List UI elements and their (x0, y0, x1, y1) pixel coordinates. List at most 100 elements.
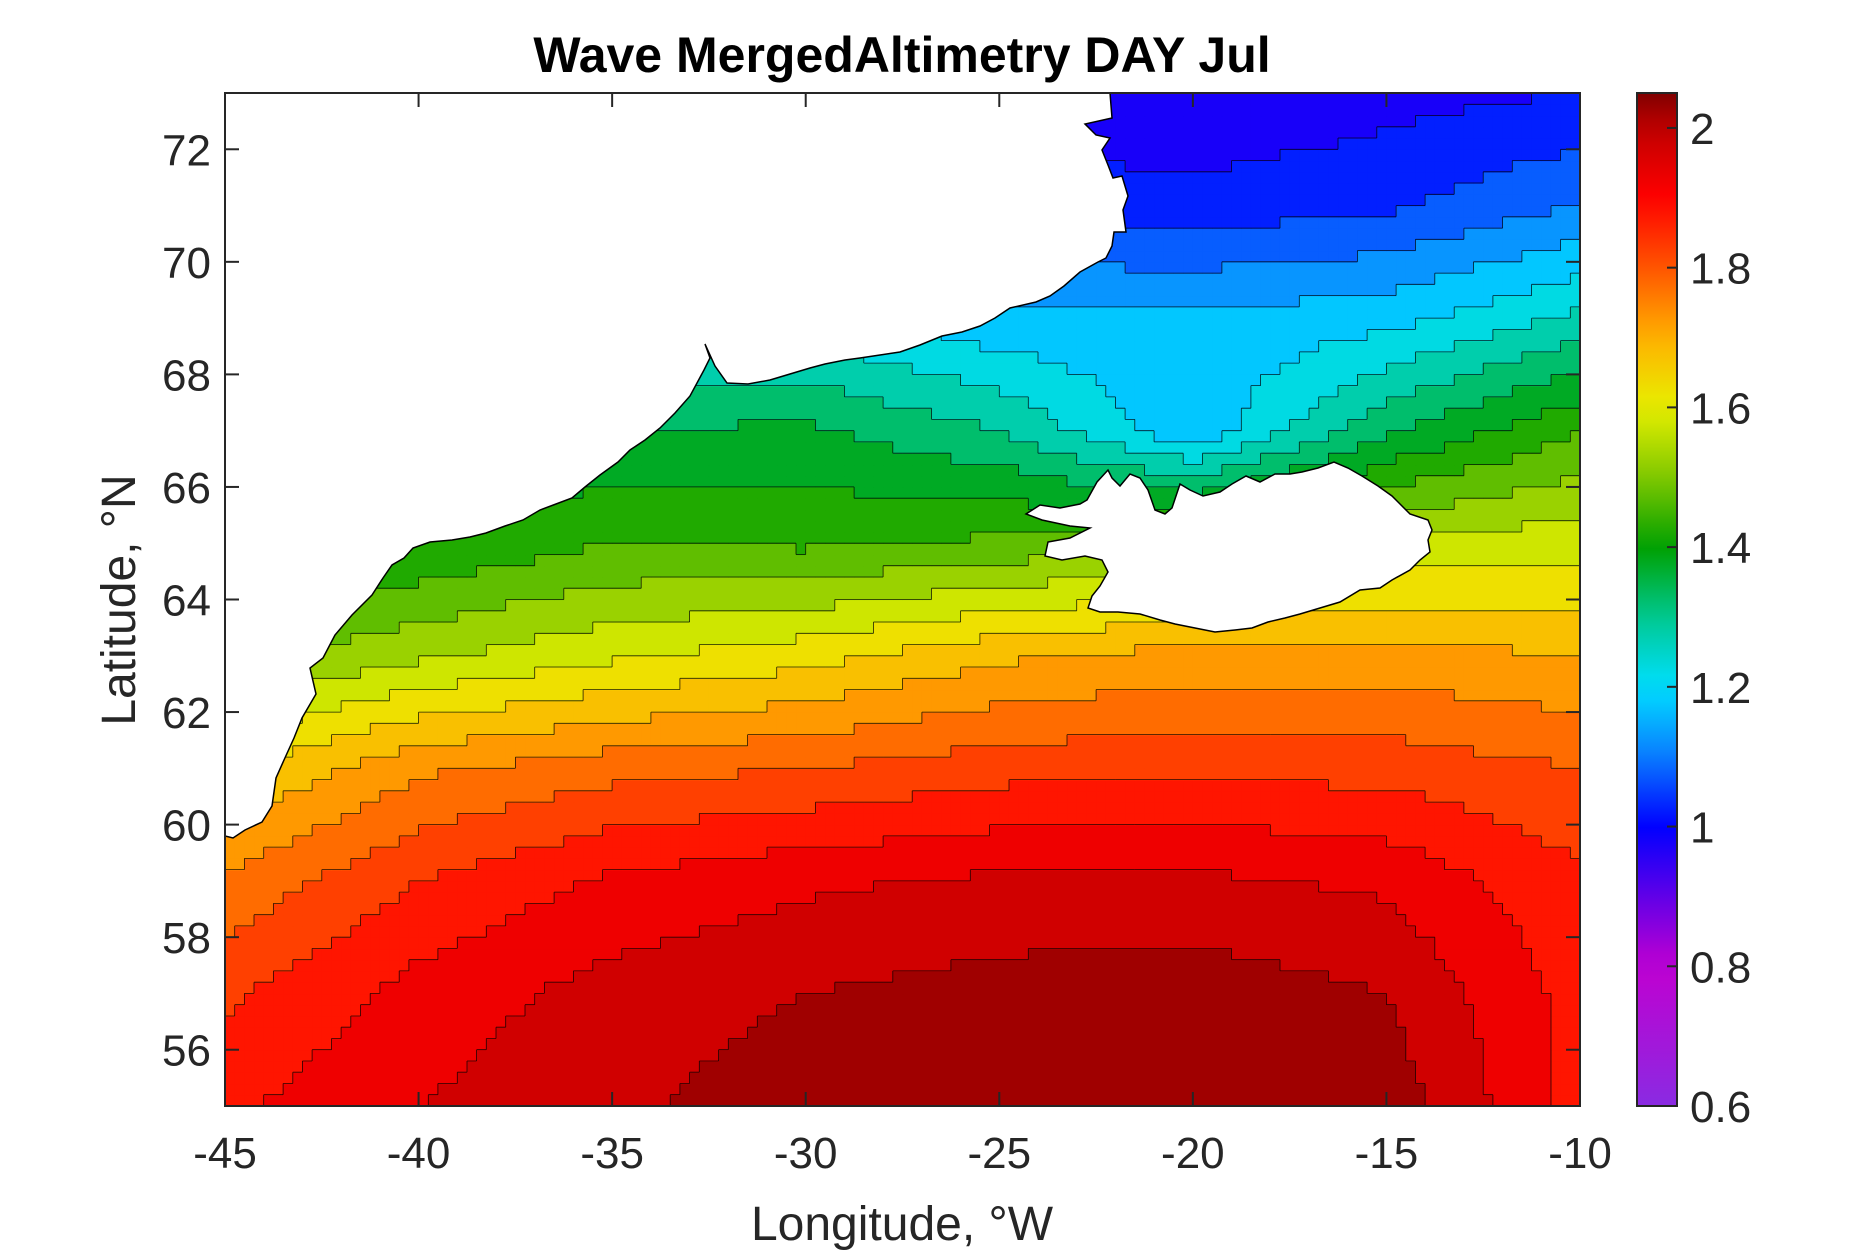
field-cell (602, 757, 613, 769)
field-cell (1386, 813, 1397, 826)
field-cell (1289, 813, 1300, 826)
field-cell (786, 813, 797, 826)
field-cell (1521, 869, 1533, 882)
field-cell (1570, 959, 1580, 972)
field-cell (641, 948, 652, 961)
field-cell (1096, 1004, 1107, 1017)
field-cell (1047, 757, 1058, 769)
field-cell (873, 835, 884, 848)
field-cell (1115, 734, 1126, 747)
field-cell (457, 1060, 468, 1073)
field-cell (1183, 824, 1194, 837)
field-cell (428, 1015, 439, 1028)
field-cell (873, 880, 884, 893)
field-cell (1202, 779, 1213, 792)
field-cell (428, 903, 439, 916)
field-cell (612, 937, 623, 950)
field-cell (1492, 1060, 1504, 1073)
field-cell (1318, 925, 1329, 938)
field-cell (786, 700, 797, 713)
field-cell (834, 712, 846, 724)
field-cell (486, 869, 497, 882)
field-cell (1570, 1094, 1580, 1106)
field-cell (989, 959, 1000, 972)
field-cell (1309, 712, 1320, 724)
field-cell (1183, 779, 1194, 792)
field-cell (1241, 723, 1252, 736)
field-cell (1357, 959, 1368, 972)
field-cell (350, 937, 362, 950)
field-cell (1502, 1094, 1513, 1106)
field-cell (863, 892, 875, 904)
field-cell (331, 970, 342, 983)
field-cell (1492, 959, 1504, 972)
field-cell (360, 790, 371, 803)
field-cell (796, 993, 807, 1006)
field-cell (1328, 1049, 1339, 1062)
field-cell (592, 903, 604, 916)
field-cell (1183, 869, 1194, 882)
field-cell (718, 858, 729, 871)
field-cell (321, 779, 333, 792)
field-cell (883, 734, 894, 747)
field-cell (1047, 1072, 1058, 1085)
field-cell (496, 937, 507, 950)
field-cell (1125, 734, 1136, 747)
field-cell (505, 813, 516, 826)
field-cell (786, 757, 797, 769)
field-cell (883, 757, 894, 769)
field-cell (1299, 1015, 1310, 1028)
field-cell (1086, 790, 1097, 803)
field-cell (370, 734, 381, 747)
field-cell (902, 734, 913, 747)
field-cell (989, 779, 1000, 792)
field-cell (1512, 835, 1523, 848)
field-cell (1483, 1083, 1494, 1096)
field-cell (1067, 768, 1078, 781)
field-cell (466, 768, 478, 781)
field-cell (1028, 768, 1039, 781)
field-cell (815, 993, 826, 1006)
field-cell (805, 892, 816, 904)
field-cell (1531, 993, 1542, 1006)
field-cell (1076, 768, 1087, 781)
field-cell (737, 903, 749, 916)
field-cell (612, 993, 623, 1006)
field-cell (1105, 813, 1117, 826)
field-cell (1250, 993, 1262, 1006)
field-cell (912, 1004, 923, 1017)
field-cell (1105, 779, 1117, 792)
field-cell (1086, 892, 1097, 904)
field-cell (1125, 1004, 1136, 1017)
field-cell (273, 1094, 284, 1106)
field-cell (1115, 959, 1126, 972)
field-cell (1047, 982, 1058, 995)
field-cell (1270, 1060, 1281, 1073)
field-cell (1154, 1004, 1165, 1017)
field-cell (1270, 858, 1281, 871)
field-cell (1318, 1027, 1329, 1040)
field-cell (1067, 937, 1078, 950)
field-cell (1376, 813, 1388, 826)
field-cell (1038, 880, 1049, 893)
field-cell (1318, 847, 1329, 859)
field-cell (1008, 1004, 1020, 1017)
field-cell (883, 993, 894, 1006)
field-cell (534, 1027, 545, 1040)
field-cell (999, 802, 1010, 814)
field-cell (544, 1072, 555, 1085)
field-cell (1154, 723, 1165, 736)
field-cell (418, 914, 429, 927)
field-cell (883, 903, 894, 916)
field-cell (1347, 914, 1358, 927)
field-cell (534, 824, 545, 837)
field-cell (457, 1027, 468, 1040)
field-cell (1086, 948, 1097, 961)
field-cell (583, 858, 594, 871)
field-cell (321, 1038, 333, 1051)
field-cell (1444, 768, 1455, 781)
field-cell (476, 757, 487, 769)
field-cell (912, 790, 923, 803)
field-cell (1105, 925, 1117, 938)
field-cell (960, 802, 971, 814)
